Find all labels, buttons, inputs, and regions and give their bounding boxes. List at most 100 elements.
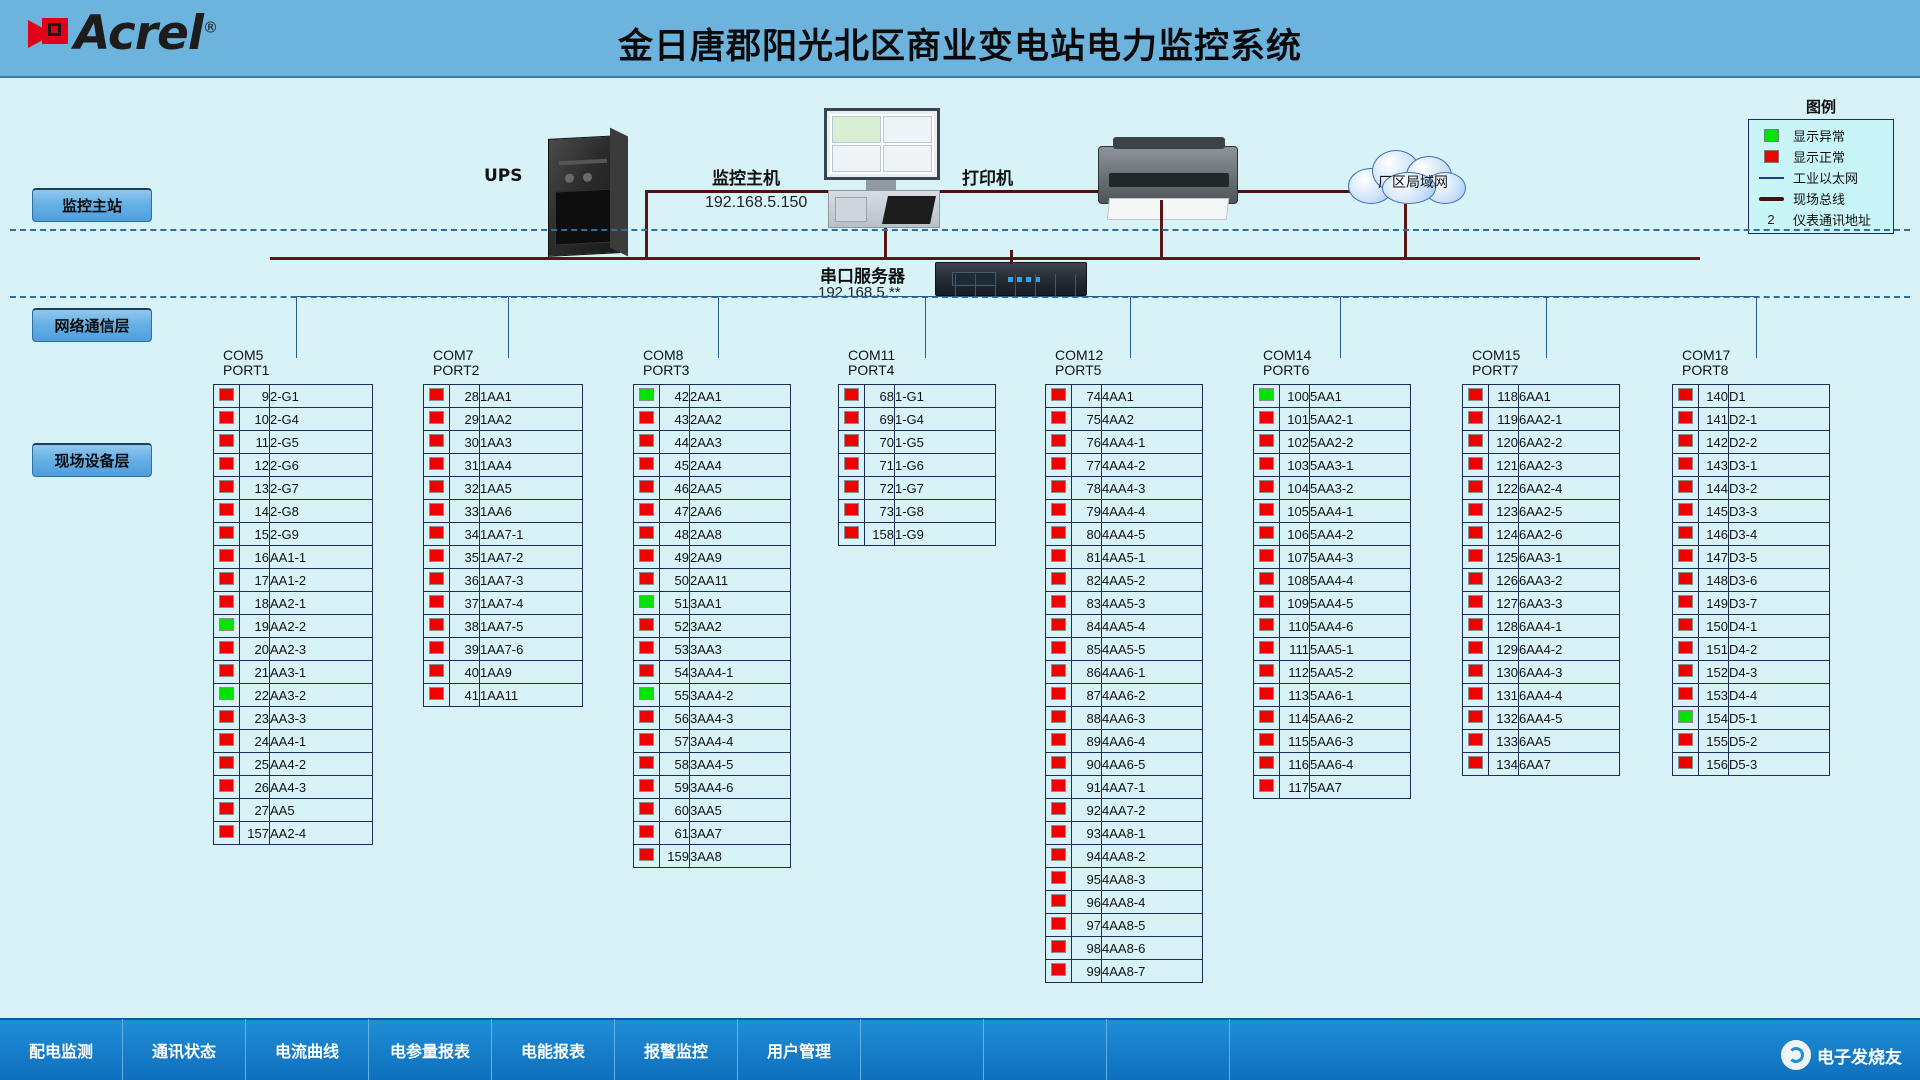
table-row[interactable]: 128 6AA4-1 xyxy=(1462,614,1620,638)
table-row[interactable]: 116 5AA6-4 xyxy=(1253,752,1411,776)
table-row[interactable]: 44 2AA3 xyxy=(633,430,791,454)
table-row[interactable]: 80 4AA4-5 xyxy=(1045,522,1203,546)
table-row[interactable]: 131 6AA4-4 xyxy=(1462,683,1620,707)
table-row[interactable]: 147 D3-5 xyxy=(1672,545,1830,569)
table-row[interactable]: 14 2-G8 xyxy=(213,499,373,523)
table-row[interactable]: 22 AA3-2 xyxy=(213,683,373,707)
table-row[interactable]: 124 6AA2-6 xyxy=(1462,522,1620,546)
table-row[interactable]: 29 1AA2 xyxy=(423,407,583,431)
table-row[interactable]: 103 5AA3-1 xyxy=(1253,453,1411,477)
table-row[interactable]: 24 AA4-1 xyxy=(213,729,373,753)
table-row[interactable]: 91 4AA7-1 xyxy=(1045,775,1203,799)
table-row[interactable]: 121 6AA2-3 xyxy=(1462,453,1620,477)
table-row[interactable]: 41 1AA11 xyxy=(423,683,583,707)
table-row[interactable]: 33 1AA6 xyxy=(423,499,583,523)
table-row[interactable]: 72 1-G7 xyxy=(838,476,996,500)
table-row[interactable]: 129 6AA4-2 xyxy=(1462,637,1620,661)
table-row[interactable]: 15 2-G9 xyxy=(213,522,373,546)
table-row[interactable]: 90 4AA6-5 xyxy=(1045,752,1203,776)
table-row[interactable]: 68 1-G1 xyxy=(838,384,996,408)
table-row[interactable]: 108 5AA4-4 xyxy=(1253,568,1411,592)
table-row[interactable]: 142 D2-2 xyxy=(1672,430,1830,454)
table-row[interactable]: 104 5AA3-2 xyxy=(1253,476,1411,500)
table-row[interactable]: 118 6AA1 xyxy=(1462,384,1620,408)
table-row[interactable]: 111 5AA5-1 xyxy=(1253,637,1411,661)
table-row[interactable]: 132 6AA4-5 xyxy=(1462,706,1620,730)
table-row[interactable]: 86 4AA6-1 xyxy=(1045,660,1203,684)
table-row[interactable]: 148 D3-6 xyxy=(1672,568,1830,592)
table-row[interactable]: 48 2AA8 xyxy=(633,522,791,546)
table-row[interactable]: 134 6AA7 xyxy=(1462,752,1620,776)
table-row[interactable]: 10 2-G4 xyxy=(213,407,373,431)
table-row[interactable]: 70 1-G5 xyxy=(838,430,996,454)
table-row[interactable]: 39 1AA7-6 xyxy=(423,637,583,661)
table-row[interactable]: 13 2-G7 xyxy=(213,476,373,500)
table-row[interactable]: 110 5AA4-6 xyxy=(1253,614,1411,638)
table-row[interactable]: 102 5AA2-2 xyxy=(1253,430,1411,454)
table-row[interactable]: 154 D5-1 xyxy=(1672,706,1830,730)
table-row[interactable]: 94 4AA8-2 xyxy=(1045,844,1203,868)
table-row[interactable]: 50 2AA11 xyxy=(633,568,791,592)
table-row[interactable]: 20 AA2-3 xyxy=(213,637,373,661)
table-row[interactable]: 100 5AA1 xyxy=(1253,384,1411,408)
table-row[interactable]: 61 3AA7 xyxy=(633,821,791,845)
table-row[interactable]: 106 5AA4-2 xyxy=(1253,522,1411,546)
table-row[interactable]: 35 1AA7-2 xyxy=(423,545,583,569)
table-row[interactable]: 42 2AA1 xyxy=(633,384,791,408)
table-row[interactable]: 146 D3-4 xyxy=(1672,522,1830,546)
table-row[interactable]: 133 6AA5 xyxy=(1462,729,1620,753)
table-row[interactable]: 155 D5-2 xyxy=(1672,729,1830,753)
table-row[interactable]: 55 3AA4-2 xyxy=(633,683,791,707)
table-row[interactable]: 59 3AA4-6 xyxy=(633,775,791,799)
table-row[interactable]: 99 4AA8-7 xyxy=(1045,959,1203,983)
table-row[interactable]: 89 4AA6-4 xyxy=(1045,729,1203,753)
table-row[interactable]: 150 D4-1 xyxy=(1672,614,1830,638)
table-row[interactable]: 58 3AA4-5 xyxy=(633,752,791,776)
table-row[interactable]: 40 1AA9 xyxy=(423,660,583,684)
table-row[interactable]: 152 D4-3 xyxy=(1672,660,1830,684)
table-row[interactable]: 30 1AA3 xyxy=(423,430,583,454)
table-row[interactable]: 120 6AA2-2 xyxy=(1462,430,1620,454)
table-row[interactable]: 52 3AA2 xyxy=(633,614,791,638)
table-row[interactable]: 60 3AA5 xyxy=(633,798,791,822)
table-row[interactable]: 85 4AA5-5 xyxy=(1045,637,1203,661)
table-row[interactable]: 37 1AA7-4 xyxy=(423,591,583,615)
table-row[interactable]: 115 5AA6-3 xyxy=(1253,729,1411,753)
table-row[interactable]: 83 4AA5-3 xyxy=(1045,591,1203,615)
table-row[interactable]: 19 AA2-2 xyxy=(213,614,373,638)
layer-button-network-layer[interactable]: 网络通信层 xyxy=(32,308,152,342)
table-row[interactable]: 101 5AA2-1 xyxy=(1253,407,1411,431)
table-row[interactable]: 16 AA1-1 xyxy=(213,545,373,569)
table-row[interactable]: 119 6AA2-1 xyxy=(1462,407,1620,431)
table-row[interactable]: 84 4AA5-4 xyxy=(1045,614,1203,638)
table-row[interactable]: 53 3AA3 xyxy=(633,637,791,661)
table-row[interactable]: 123 6AA2-5 xyxy=(1462,499,1620,523)
table-row[interactable]: 105 5AA4-1 xyxy=(1253,499,1411,523)
table-row[interactable]: 74 4AA1 xyxy=(1045,384,1203,408)
table-row[interactable]: 12 2-G6 xyxy=(213,453,373,477)
table-row[interactable]: 153 D4-4 xyxy=(1672,683,1830,707)
table-row[interactable]: 97 4AA8-5 xyxy=(1045,913,1203,937)
table-row[interactable]: 156 D5-3 xyxy=(1672,752,1830,776)
table-row[interactable]: 141 D2-1 xyxy=(1672,407,1830,431)
table-row[interactable]: 71 1-G6 xyxy=(838,453,996,477)
table-row[interactable]: 27 AA5 xyxy=(213,798,373,822)
nav-item-energy-report[interactable]: 电能报表 xyxy=(492,1019,615,1080)
table-row[interactable]: 32 1AA5 xyxy=(423,476,583,500)
table-row[interactable]: 96 4AA8-4 xyxy=(1045,890,1203,914)
table-row[interactable]: 75 4AA2 xyxy=(1045,407,1203,431)
nav-item-current-curve[interactable]: 电流曲线 xyxy=(246,1019,369,1080)
layer-button-monitoring-station[interactable]: 监控主站 xyxy=(32,188,152,222)
table-row[interactable]: 93 4AA8-1 xyxy=(1045,821,1203,845)
table-row[interactable]: 36 1AA7-3 xyxy=(423,568,583,592)
table-row[interactable]: 73 1-G8 xyxy=(838,499,996,523)
table-row[interactable]: 38 1AA7-5 xyxy=(423,614,583,638)
table-row[interactable]: 54 3AA4-1 xyxy=(633,660,791,684)
table-row[interactable]: 95 4AA8-3 xyxy=(1045,867,1203,891)
table-row[interactable]: 43 2AA2 xyxy=(633,407,791,431)
table-row[interactable]: 144 D3-2 xyxy=(1672,476,1830,500)
table-row[interactable]: 46 2AA5 xyxy=(633,476,791,500)
table-row[interactable]: 114 5AA6-2 xyxy=(1253,706,1411,730)
table-row[interactable]: 126 6AA3-2 xyxy=(1462,568,1620,592)
table-row[interactable]: 57 3AA4-4 xyxy=(633,729,791,753)
